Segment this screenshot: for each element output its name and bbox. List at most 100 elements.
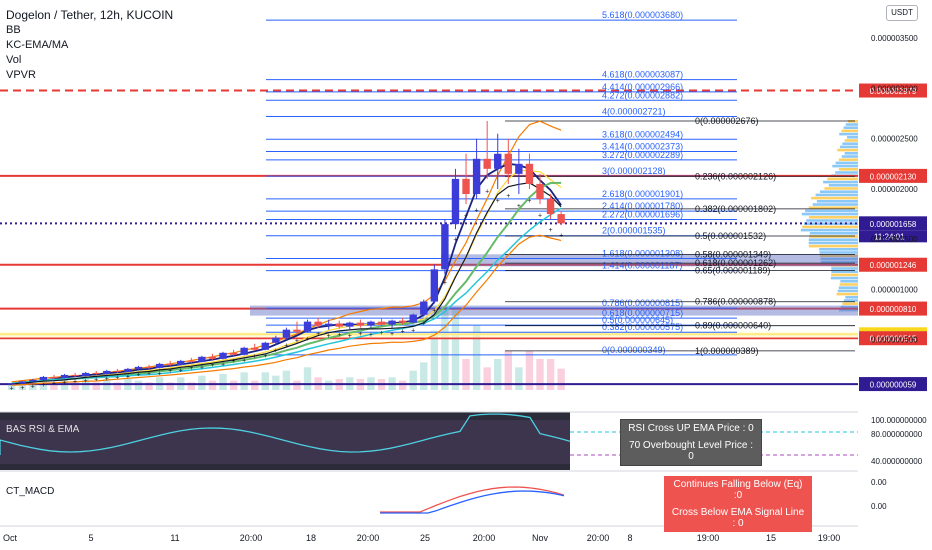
parabolic-sar-dot: + bbox=[485, 188, 489, 195]
vpvr-bar bbox=[809, 235, 858, 238]
vpvr-bar bbox=[800, 228, 858, 232]
candle-body bbox=[472, 158, 481, 194]
fib-extension-label: 4.272(0.000002882) bbox=[602, 90, 683, 100]
vpvr-bar bbox=[828, 184, 858, 187]
macd-info-line-1: Continues Falling Below (Eq) :0 bbox=[673, 479, 803, 501]
volume-bar bbox=[557, 368, 565, 390]
vpvr-bar bbox=[831, 273, 858, 277]
fib-retracement-label: 0.618(0.000001262) bbox=[695, 258, 776, 268]
parabolic-sar-dot: + bbox=[232, 358, 236, 365]
candle-body bbox=[113, 370, 122, 372]
price-tag-countdown: 11:24:01 bbox=[874, 232, 905, 241]
candle-body bbox=[356, 322, 365, 326]
x-tick-label: 18 bbox=[306, 533, 316, 543]
candle-body bbox=[50, 376, 58, 378]
volume-bar bbox=[18, 380, 26, 390]
fib-retracement-label: 0.786(0.000000878) bbox=[695, 297, 776, 307]
vpvr-bar bbox=[839, 145, 858, 149]
parabolic-sar-dot: + bbox=[221, 362, 225, 369]
parabolic-sar-dot: + bbox=[10, 386, 14, 393]
fib-retracement-label: 0.5(0.000001532) bbox=[695, 231, 766, 241]
vpvr-bar bbox=[819, 254, 858, 257]
vpvr-bar bbox=[840, 280, 858, 283]
vpvr-bar bbox=[827, 177, 858, 181]
volume-bar bbox=[441, 309, 449, 390]
parabolic-sar-dot: + bbox=[105, 376, 109, 383]
currency-badge[interactable]: USDT bbox=[886, 5, 918, 21]
price-tag bbox=[859, 216, 927, 231]
fib-extension-label: 2.272(0.000001696) bbox=[602, 210, 683, 220]
parabolic-sar-dot: + bbox=[147, 371, 151, 378]
volume-bar bbox=[145, 382, 153, 390]
volume-bar bbox=[134, 380, 143, 390]
price-tag bbox=[859, 331, 927, 346]
volume-bar bbox=[50, 382, 58, 390]
fib-retracement-label: 1(0.000000389) bbox=[695, 346, 759, 356]
price-tag bbox=[859, 377, 927, 392]
subpane-axis-label: 100.000000000 bbox=[871, 416, 927, 425]
parabolic-sar-dot: + bbox=[115, 375, 119, 382]
candle-body bbox=[420, 301, 428, 315]
rsi-pane-label: BAS RSI & EMA bbox=[6, 424, 80, 435]
vpvr-bar bbox=[808, 244, 858, 248]
candle-body bbox=[525, 163, 534, 184]
candle-body bbox=[71, 374, 79, 376]
candle-body bbox=[377, 321, 386, 325]
y-tick-label: 0.000003000 bbox=[871, 84, 918, 93]
volume-bar bbox=[462, 359, 470, 390]
price-tag bbox=[859, 83, 927, 98]
parabolic-sar-dot: + bbox=[549, 227, 553, 234]
x-tick-label: 25 bbox=[420, 533, 430, 543]
x-tick-label: 19:00 bbox=[818, 533, 841, 543]
candle-body bbox=[251, 347, 259, 350]
parabolic-sar-dot: + bbox=[422, 321, 426, 328]
parabolic-sar-dot: + bbox=[94, 377, 98, 384]
parabolic-sar-dot: + bbox=[453, 237, 457, 244]
kc-mid-line bbox=[11, 182, 562, 385]
candle-body bbox=[166, 363, 174, 365]
candle-body bbox=[293, 329, 301, 332]
candle-body bbox=[282, 329, 291, 338]
fib-extension-label: 3.272(0.000002289) bbox=[602, 150, 683, 160]
fib-retracement-label: 0.236(0.000002126) bbox=[695, 171, 776, 181]
parabolic-sar-dot: + bbox=[348, 333, 352, 340]
fib-extension-label: 2(0.000001535) bbox=[602, 226, 666, 236]
parabolic-sar-dot: + bbox=[84, 378, 88, 385]
parabolic-sar-dot: + bbox=[210, 362, 214, 369]
volume-bar bbox=[113, 382, 122, 390]
candle-body bbox=[367, 321, 375, 326]
vpvr-bar bbox=[808, 216, 858, 219]
volume-bar bbox=[251, 380, 259, 390]
candle-body bbox=[388, 320, 396, 325]
candle-body bbox=[303, 321, 312, 332]
vpvr-bar bbox=[837, 148, 858, 152]
volume-bar bbox=[409, 370, 417, 390]
rsi-info-box: RSI Cross UP EMA Price : 0 70 Overbought… bbox=[620, 419, 762, 466]
volume-bar bbox=[504, 350, 512, 390]
parabolic-sar-dot: + bbox=[316, 331, 320, 338]
volume-bar bbox=[208, 380, 217, 390]
vpvr-bar bbox=[815, 193, 858, 197]
volume-bar bbox=[166, 382, 174, 390]
vpvr-bar bbox=[831, 267, 858, 270]
price-tag-label: 0.000000059 bbox=[870, 381, 917, 390]
candle-body bbox=[81, 372, 90, 376]
volume-bar bbox=[71, 382, 79, 390]
chart-title: Dogelon / Tether, 12h, KUCOIN bbox=[6, 8, 174, 22]
parabolic-sar-dot: + bbox=[253, 353, 257, 360]
vpvr-bar bbox=[844, 152, 858, 155]
parabolic-sar-dot: + bbox=[284, 343, 288, 350]
vpvr-bar bbox=[808, 238, 858, 241]
volume-bar bbox=[92, 382, 100, 390]
volume-bar bbox=[398, 380, 407, 390]
parabolic-sar-dot: + bbox=[517, 203, 521, 210]
volume-bar bbox=[494, 359, 502, 390]
fib-extension-label: 2.618(0.000001901) bbox=[602, 189, 683, 199]
macd-info-line-2: Cross Below EMA Signal Line : 0 bbox=[671, 507, 805, 529]
macd-info-box: Continues Falling Below (Eq) :0 Cross Be… bbox=[664, 476, 812, 532]
bollinger-lower bbox=[11, 234, 562, 386]
vpvr-bar bbox=[806, 219, 858, 222]
fib-extension-label: 3.414(0.000002373) bbox=[602, 141, 683, 151]
y-tick-label: 0.000002500 bbox=[871, 135, 918, 144]
y-tick-label: 0.000003500 bbox=[871, 34, 918, 43]
